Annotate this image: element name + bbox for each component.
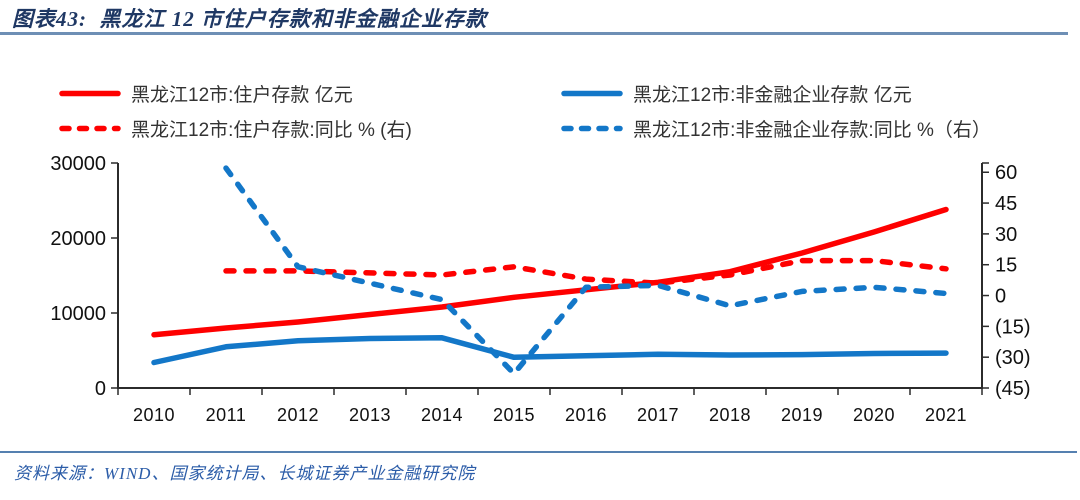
right-axis-tick-label: 15: [995, 255, 1017, 277]
x-axis-year-label: 2021: [925, 405, 967, 425]
x-axis-year-label: 2010: [133, 405, 175, 425]
legend-swatch-blue-dashed-line-icon: [561, 125, 623, 131]
x-axis-year-label: 2011: [206, 405, 247, 425]
legend-swatch-blue-solid-line-icon: [561, 90, 623, 96]
legend-item-corporate-deposits: 黑龙江12市:非金融企业存款 亿元: [560, 80, 912, 106]
x-axis-year-label: 2019: [781, 405, 823, 425]
x-axis-year-label: 2018: [709, 405, 751, 425]
axes: [111, 162, 989, 395]
deposit-dual-axis-line-chart: 30000 20000 10000 0 60 45 30 15 0 (15) (30) (45) 201…: [50, 153, 1031, 425]
right-axis-tick-label: 60: [995, 162, 1017, 184]
right-axis-tick-label: (15): [995, 316, 1031, 338]
right-axis-tick-label: 0: [995, 286, 1006, 308]
legend-swatch-red-solid-line-icon: [59, 90, 121, 96]
x-axis-year-label: 2014: [421, 405, 463, 425]
source-note: 资料来源：WIND、国家统计局、长城证券产业金融研究院: [14, 464, 476, 483]
x-axis-year-label: 2012: [277, 405, 319, 425]
legend-item-household-deposits: 黑龙江12市:住户存款 亿元: [58, 80, 353, 106]
series-line-0: [151, 206, 949, 338]
left-axis-tick-label: 10000: [50, 303, 106, 325]
legend-item-household-deposits-yoy: 黑龙江12市:住户存款:同比 % (右): [58, 115, 412, 141]
x-axis-year-label: 2020: [853, 405, 895, 425]
right-axis-tick-label: (30): [995, 347, 1031, 369]
right-axis-tick-label: 30: [995, 224, 1017, 246]
x-axis-year-label: 2013: [349, 405, 391, 425]
figure-title: 图表43: 黑龙江 12 市住户存款和非金融企业存款: [12, 7, 487, 31]
series-line-2: [223, 257, 949, 286]
left-axis-tick-label: 0: [95, 378, 106, 400]
title-divider: [0, 32, 1068, 35]
legend-item-corporate-deposits-yoy: 黑龙江12市:非金融企业存款:同比 %（右）: [560, 115, 991, 141]
legend-swatch-red-dashed-line-icon: [59, 125, 121, 131]
footer-divider: [0, 451, 1077, 453]
series-line-1: [151, 335, 949, 366]
right-axis-tick-label: (45): [995, 378, 1031, 400]
left-axis-tick-label: 20000: [50, 228, 106, 250]
legend-item-label: 黑龙江12市:住户存款:同比 % (右): [131, 119, 412, 141]
series-line-3: [223, 165, 949, 377]
legend-item-label: 黑龙江12市:住户存款 亿元: [131, 84, 353, 106]
x-axis-year-label: 2015: [493, 405, 535, 425]
x-axis-year-label: 2016: [565, 405, 607, 425]
right-axis-tick-label: 45: [995, 193, 1017, 215]
legend-item-label: 黑龙江12市:非金融企业存款 亿元: [633, 84, 912, 106]
left-axis-tick-label: 30000: [50, 153, 106, 175]
x-axis-year-label: 2017: [637, 405, 679, 425]
legend-item-label: 黑龙江12市:非金融企业存款:同比 %（右）: [633, 119, 991, 141]
